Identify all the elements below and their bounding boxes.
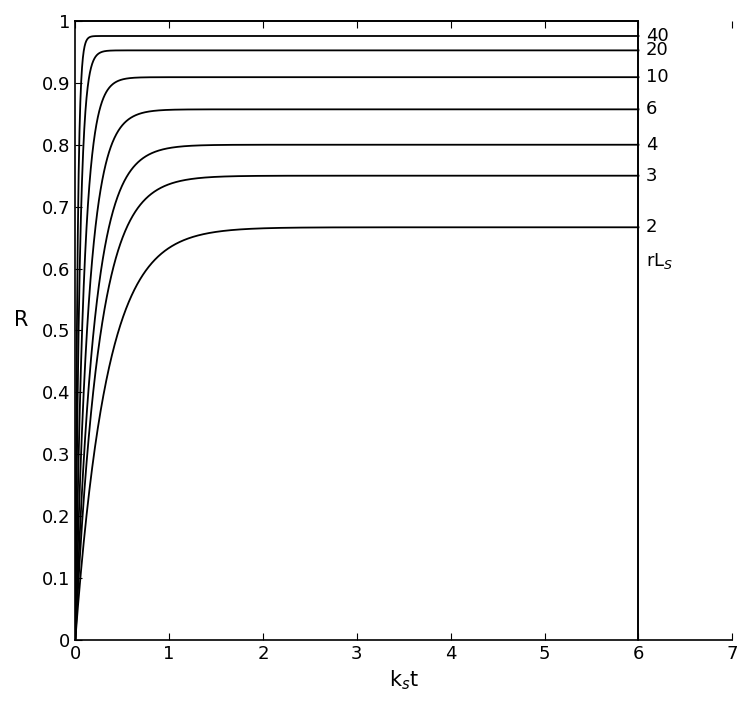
Text: rL$_S$: rL$_S$ (646, 251, 673, 271)
Text: 3: 3 (646, 167, 657, 185)
Text: 4: 4 (646, 136, 657, 154)
Text: 10: 10 (646, 68, 669, 86)
Text: 40: 40 (646, 27, 669, 45)
Text: 2: 2 (646, 218, 657, 237)
Text: 6: 6 (646, 100, 657, 119)
Text: 20: 20 (646, 42, 669, 59)
X-axis label: k$_s$t: k$_s$t (389, 669, 419, 692)
Y-axis label: R: R (14, 311, 29, 330)
